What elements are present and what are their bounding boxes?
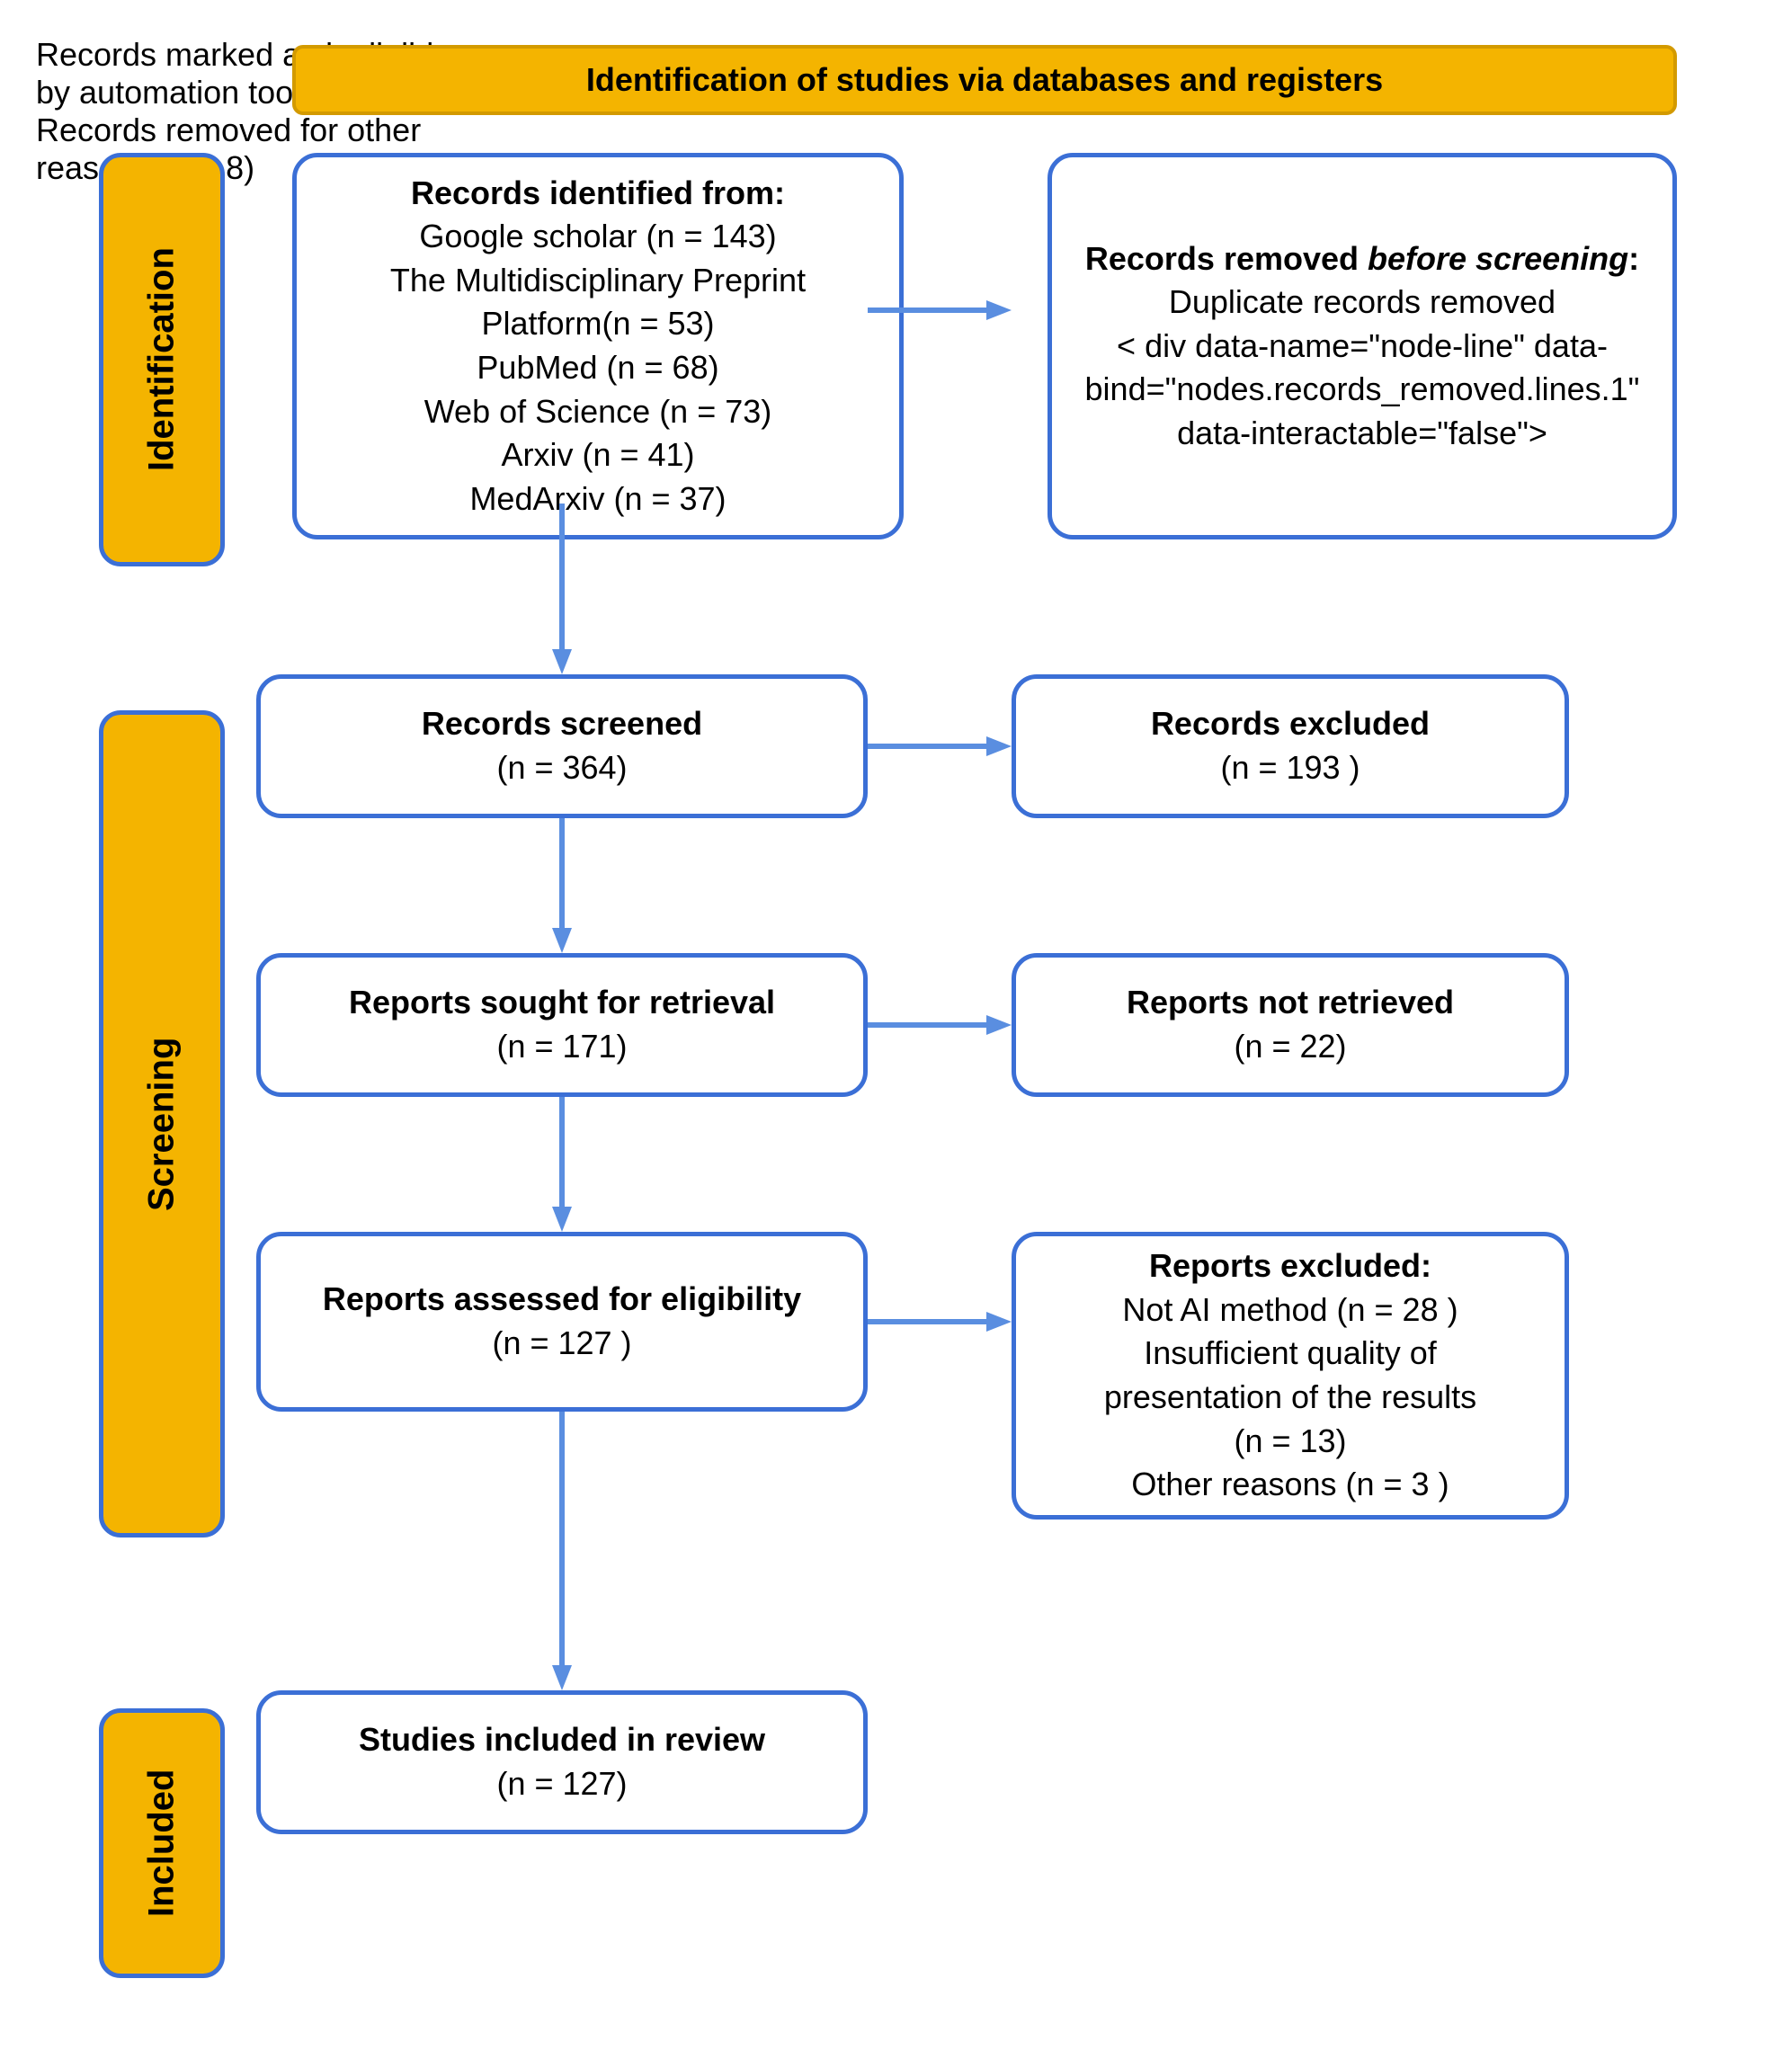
node-line: Google scholar (n = 143) <box>419 215 776 259</box>
node-title: Reports not retrieved <box>1127 981 1454 1025</box>
node-title: Records excluded <box>1151 702 1430 746</box>
stage-identification: Identification <box>99 153 225 566</box>
node-reports-excluded: Reports excluded: Not AI method (n = 28 … <box>1012 1232 1569 1520</box>
node-line: (n = 13) <box>1234 1420 1346 1464</box>
node-line: Platform(n = 53) <box>481 302 714 346</box>
node-sub: (n = 193 ) <box>1220 746 1360 790</box>
node-line: The Multidisciplinary Preprint <box>390 259 806 303</box>
node-sub: (n = 127 ) <box>492 1322 631 1366</box>
node-records-removed: Records removed before screening: Duplic… <box>1048 153 1677 539</box>
node-sub: (n = 127) <box>496 1762 627 1806</box>
node-reports-assessed: Reports assessed for eligibility (n = 12… <box>256 1232 868 1412</box>
node-reports-not-retrieved: Reports not retrieved (n = 22) <box>1012 953 1569 1097</box>
node-records-screened: Records screened (n = 364) <box>256 674 868 818</box>
node-sub: (n = 22) <box>1234 1025 1346 1069</box>
node-line: presentation of the results <box>1104 1376 1476 1420</box>
node-line: MedArxiv (n = 37) <box>469 477 726 521</box>
node-line: Other reasons (n = 3 ) <box>1131 1463 1449 1507</box>
node-line: Not AI method (n = 28 ) <box>1122 1288 1458 1332</box>
node-reports-sought: Reports sought for retrieval (n = 171) <box>256 953 868 1097</box>
header-text: Identification of studies via databases … <box>586 61 1383 99</box>
node-title: Records identified from: <box>411 172 785 216</box>
node-title: Records removed before screening: <box>1085 237 1639 281</box>
node-title: Records screened <box>422 702 702 746</box>
node-line: PubMed (n = 68) <box>477 346 718 390</box>
node-line: Arxiv (n = 41) <box>501 433 694 477</box>
node-line: Insufficient quality of <box>1144 1332 1437 1376</box>
stage-included: Included <box>99 1708 225 1978</box>
stage-label-text: Included <box>142 1769 183 1917</box>
node-records-identified: Records identified from: Google scholar … <box>292 153 904 539</box>
node-title: Reports sought for retrieval <box>349 981 775 1025</box>
node-sub: (n = 364) <box>496 746 627 790</box>
stage-label-text: Screening <box>142 1037 183 1210</box>
node-records-excluded: Records excluded (n = 193 ) <box>1012 674 1569 818</box>
node-sub: (n = 171) <box>496 1025 627 1069</box>
node-line: Web of Science (n = 73) <box>424 390 772 434</box>
node-title: Reports assessed for eligibility <box>323 1278 801 1322</box>
node-line: Duplicate records removed <box>1169 281 1556 325</box>
node-title: Reports excluded: <box>1149 1244 1431 1288</box>
stage-screening: Screening <box>99 710 225 1538</box>
node-title: Studies included in review <box>359 1718 765 1762</box>
stage-label-text: Identification <box>142 248 183 472</box>
header-bar: Identification of studies via databases … <box>292 45 1677 115</box>
node-line: Records removed for other <box>36 111 1744 149</box>
node-studies-included: Studies included in review (n = 127) <box>256 1690 868 1834</box>
